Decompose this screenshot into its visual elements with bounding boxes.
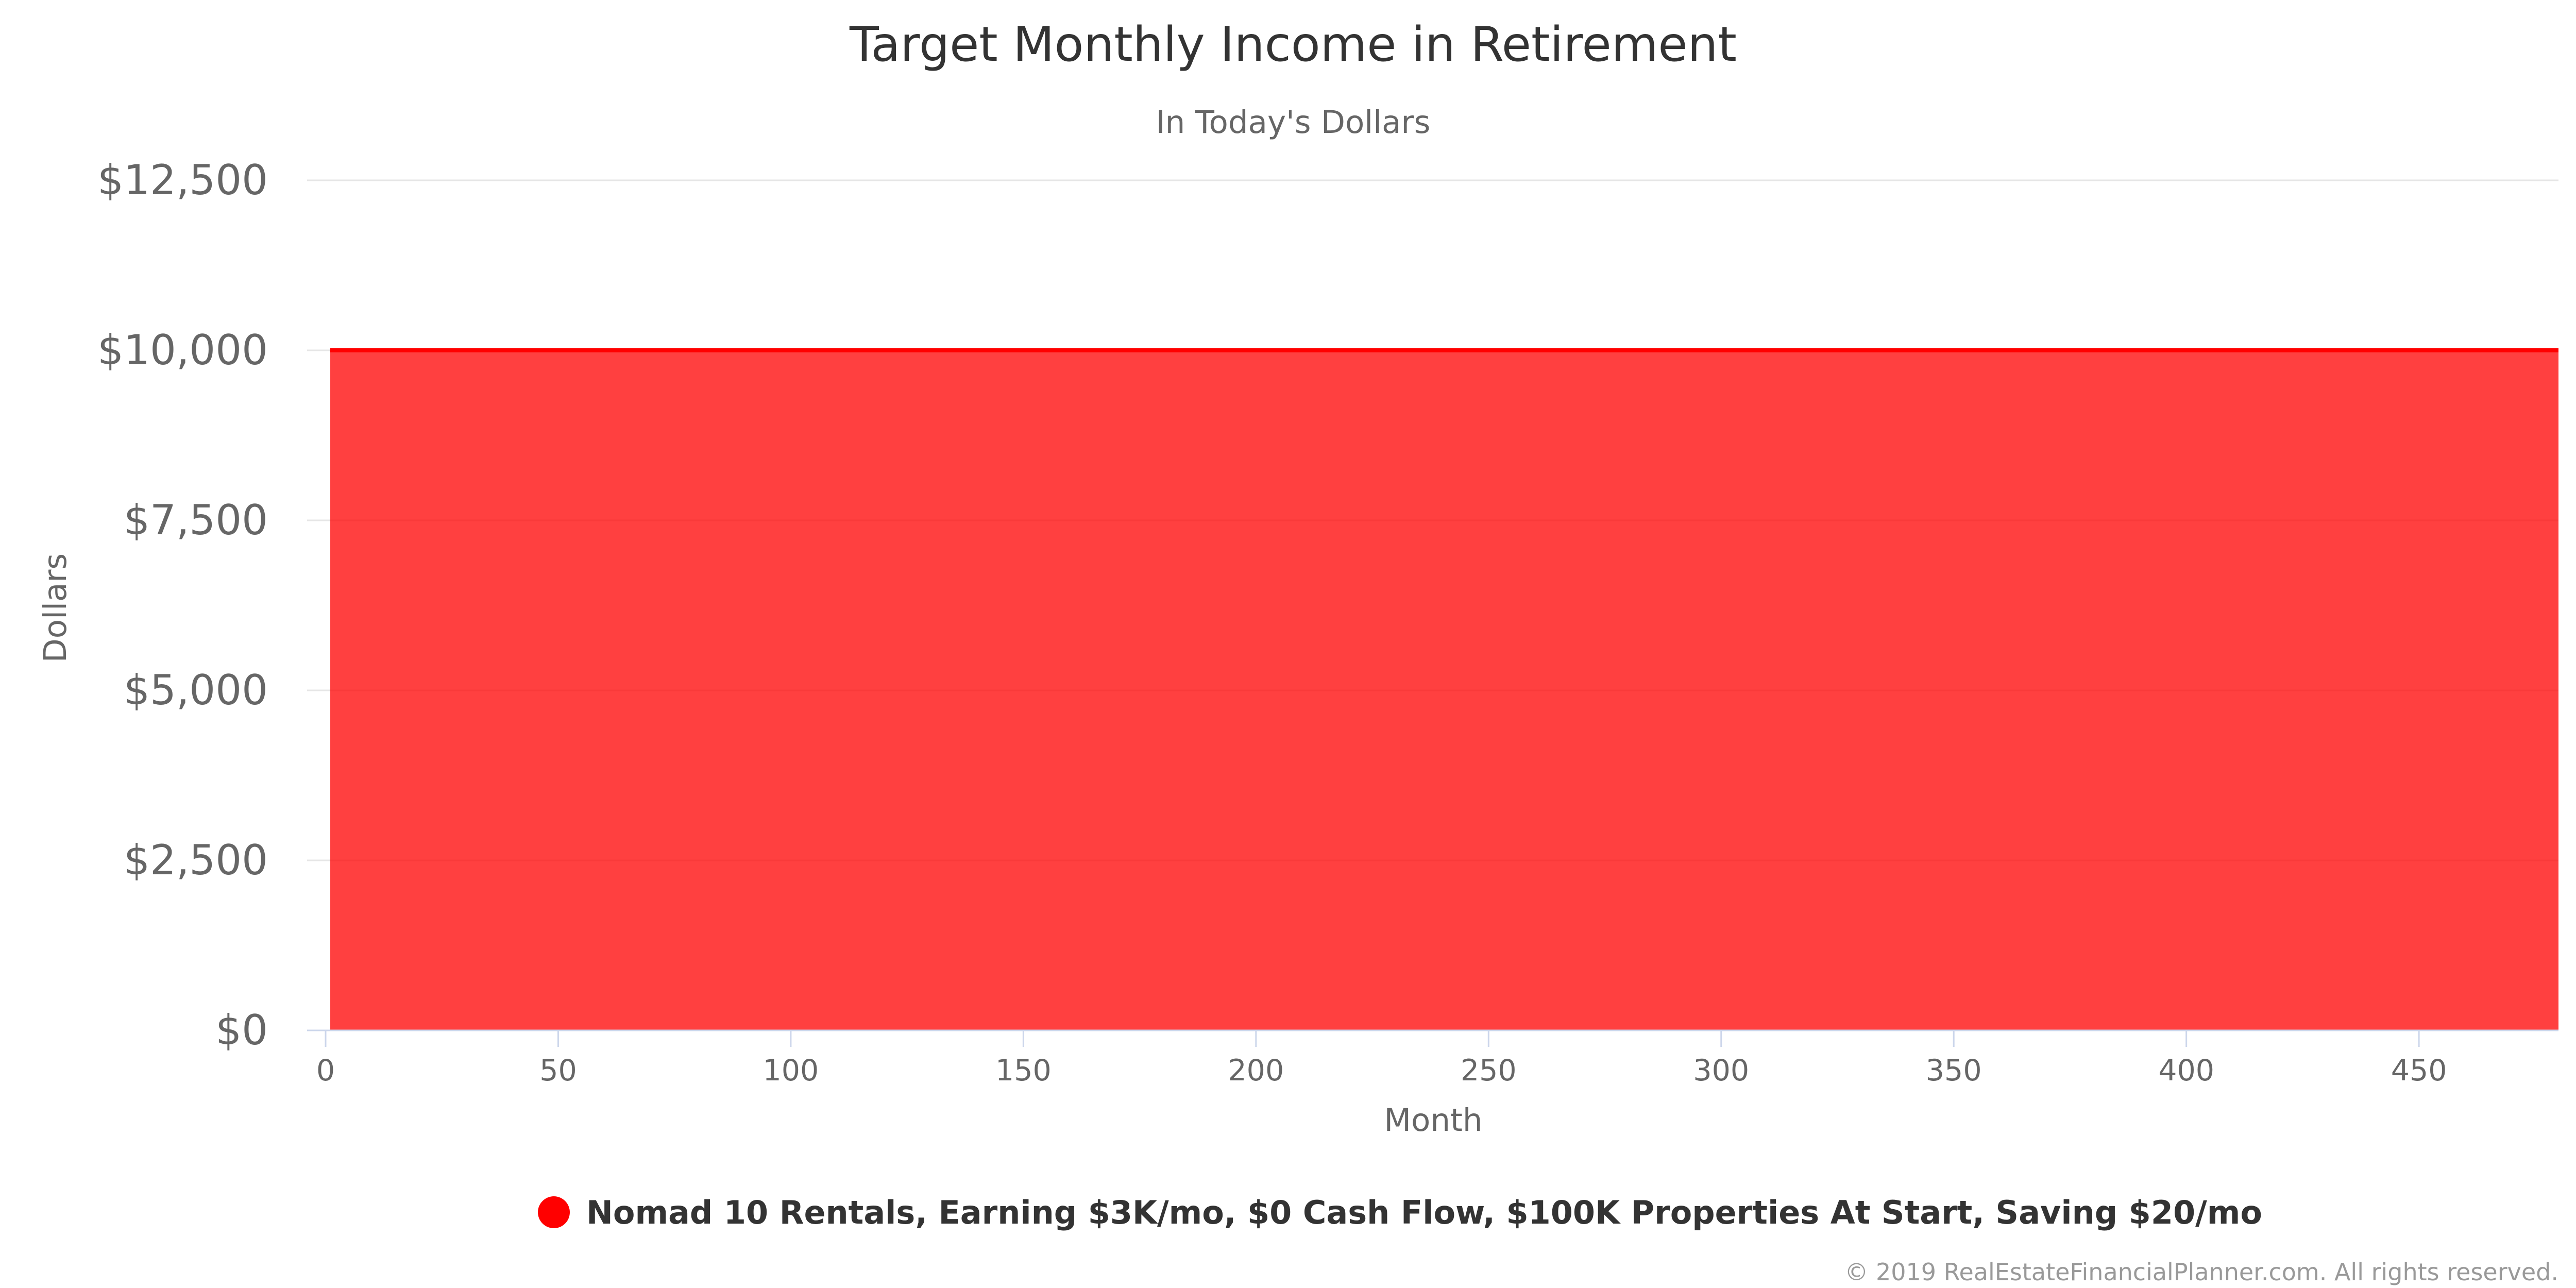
y-axis-title: Dollars <box>37 553 74 663</box>
x-tick-label: 0 <box>316 1054 335 1088</box>
chart-title: Target Monthly Income in Retirement <box>849 16 1737 72</box>
x-tick-label: 150 <box>995 1054 1052 1088</box>
chart-subtitle: In Today's Dollars <box>1156 104 1431 141</box>
x-tick-label: 450 <box>2391 1054 2447 1088</box>
x-tick-label: 200 <box>1228 1054 1284 1088</box>
x-tick-label: 300 <box>1693 1054 1749 1088</box>
legend-label[interactable]: Nomad 10 Rentals, Earning $3K/mo, $0 Cas… <box>586 1194 2262 1231</box>
x-axis-title: Month <box>1384 1102 1482 1139</box>
credits[interactable]: © 2019 RealEstateFinancialPlanner.com. A… <box>1844 1258 2558 1286</box>
x-tick-label: 250 <box>1461 1054 1517 1088</box>
y-tick-label: $7,500 <box>124 496 268 544</box>
y-tick-label: $2,500 <box>124 836 268 884</box>
axes: $0 $2,500 $5,000 $7,500 $10,000 $12,500 0 50 100… <box>97 156 2558 1088</box>
y-tick-label: $5,000 <box>124 666 268 714</box>
legend-marker <box>538 1196 570 1228</box>
x-tick-label: 400 <box>2158 1054 2214 1088</box>
y-tick-label: $12,500 <box>97 156 268 204</box>
y-tick-label: $10,000 <box>97 326 268 374</box>
y-tick-label: $0 <box>215 1006 268 1054</box>
series-area <box>330 350 2558 1030</box>
x-tick-label: 50 <box>539 1054 577 1088</box>
legend[interactable]: Nomad 10 Rentals, Earning $3K/mo, $0 Cas… <box>538 1194 2262 1231</box>
x-tick-label: 350 <box>1926 1054 1982 1088</box>
plot-area <box>330 348 2558 1030</box>
x-tick-label: 100 <box>763 1054 819 1088</box>
